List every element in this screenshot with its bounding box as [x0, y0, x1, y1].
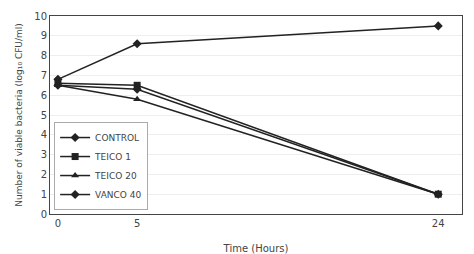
- svg-text:Time (Hours): Time (Hours): [223, 243, 289, 254]
- svg-text:10: 10: [34, 11, 47, 22]
- svg-text:TEICO 1: TEICO 1: [94, 152, 131, 162]
- svg-text:24: 24: [432, 218, 445, 229]
- svg-text:0: 0: [55, 218, 61, 229]
- svg-text:8: 8: [41, 50, 47, 61]
- svg-text:6: 6: [41, 90, 47, 101]
- svg-text:4: 4: [41, 129, 47, 140]
- svg-text:3: 3: [41, 149, 47, 160]
- svg-text:TEICO 20: TEICO 20: [94, 171, 137, 181]
- svg-text:1: 1: [41, 189, 47, 200]
- svg-text:5: 5: [134, 218, 140, 229]
- svg-text:0: 0: [41, 209, 47, 220]
- svg-text:2: 2: [41, 169, 47, 180]
- svg-text:Number of viable bacteria (log: Number of viable bacteria (log₁₀ CFU/ml): [14, 23, 24, 207]
- svg-text:7: 7: [41, 70, 47, 81]
- svg-text:VANCO 40: VANCO 40: [95, 190, 141, 200]
- svg-text:5: 5: [41, 110, 47, 121]
- svg-text:CONTROL: CONTROL: [95, 133, 139, 143]
- svg-text:9: 9: [41, 30, 47, 41]
